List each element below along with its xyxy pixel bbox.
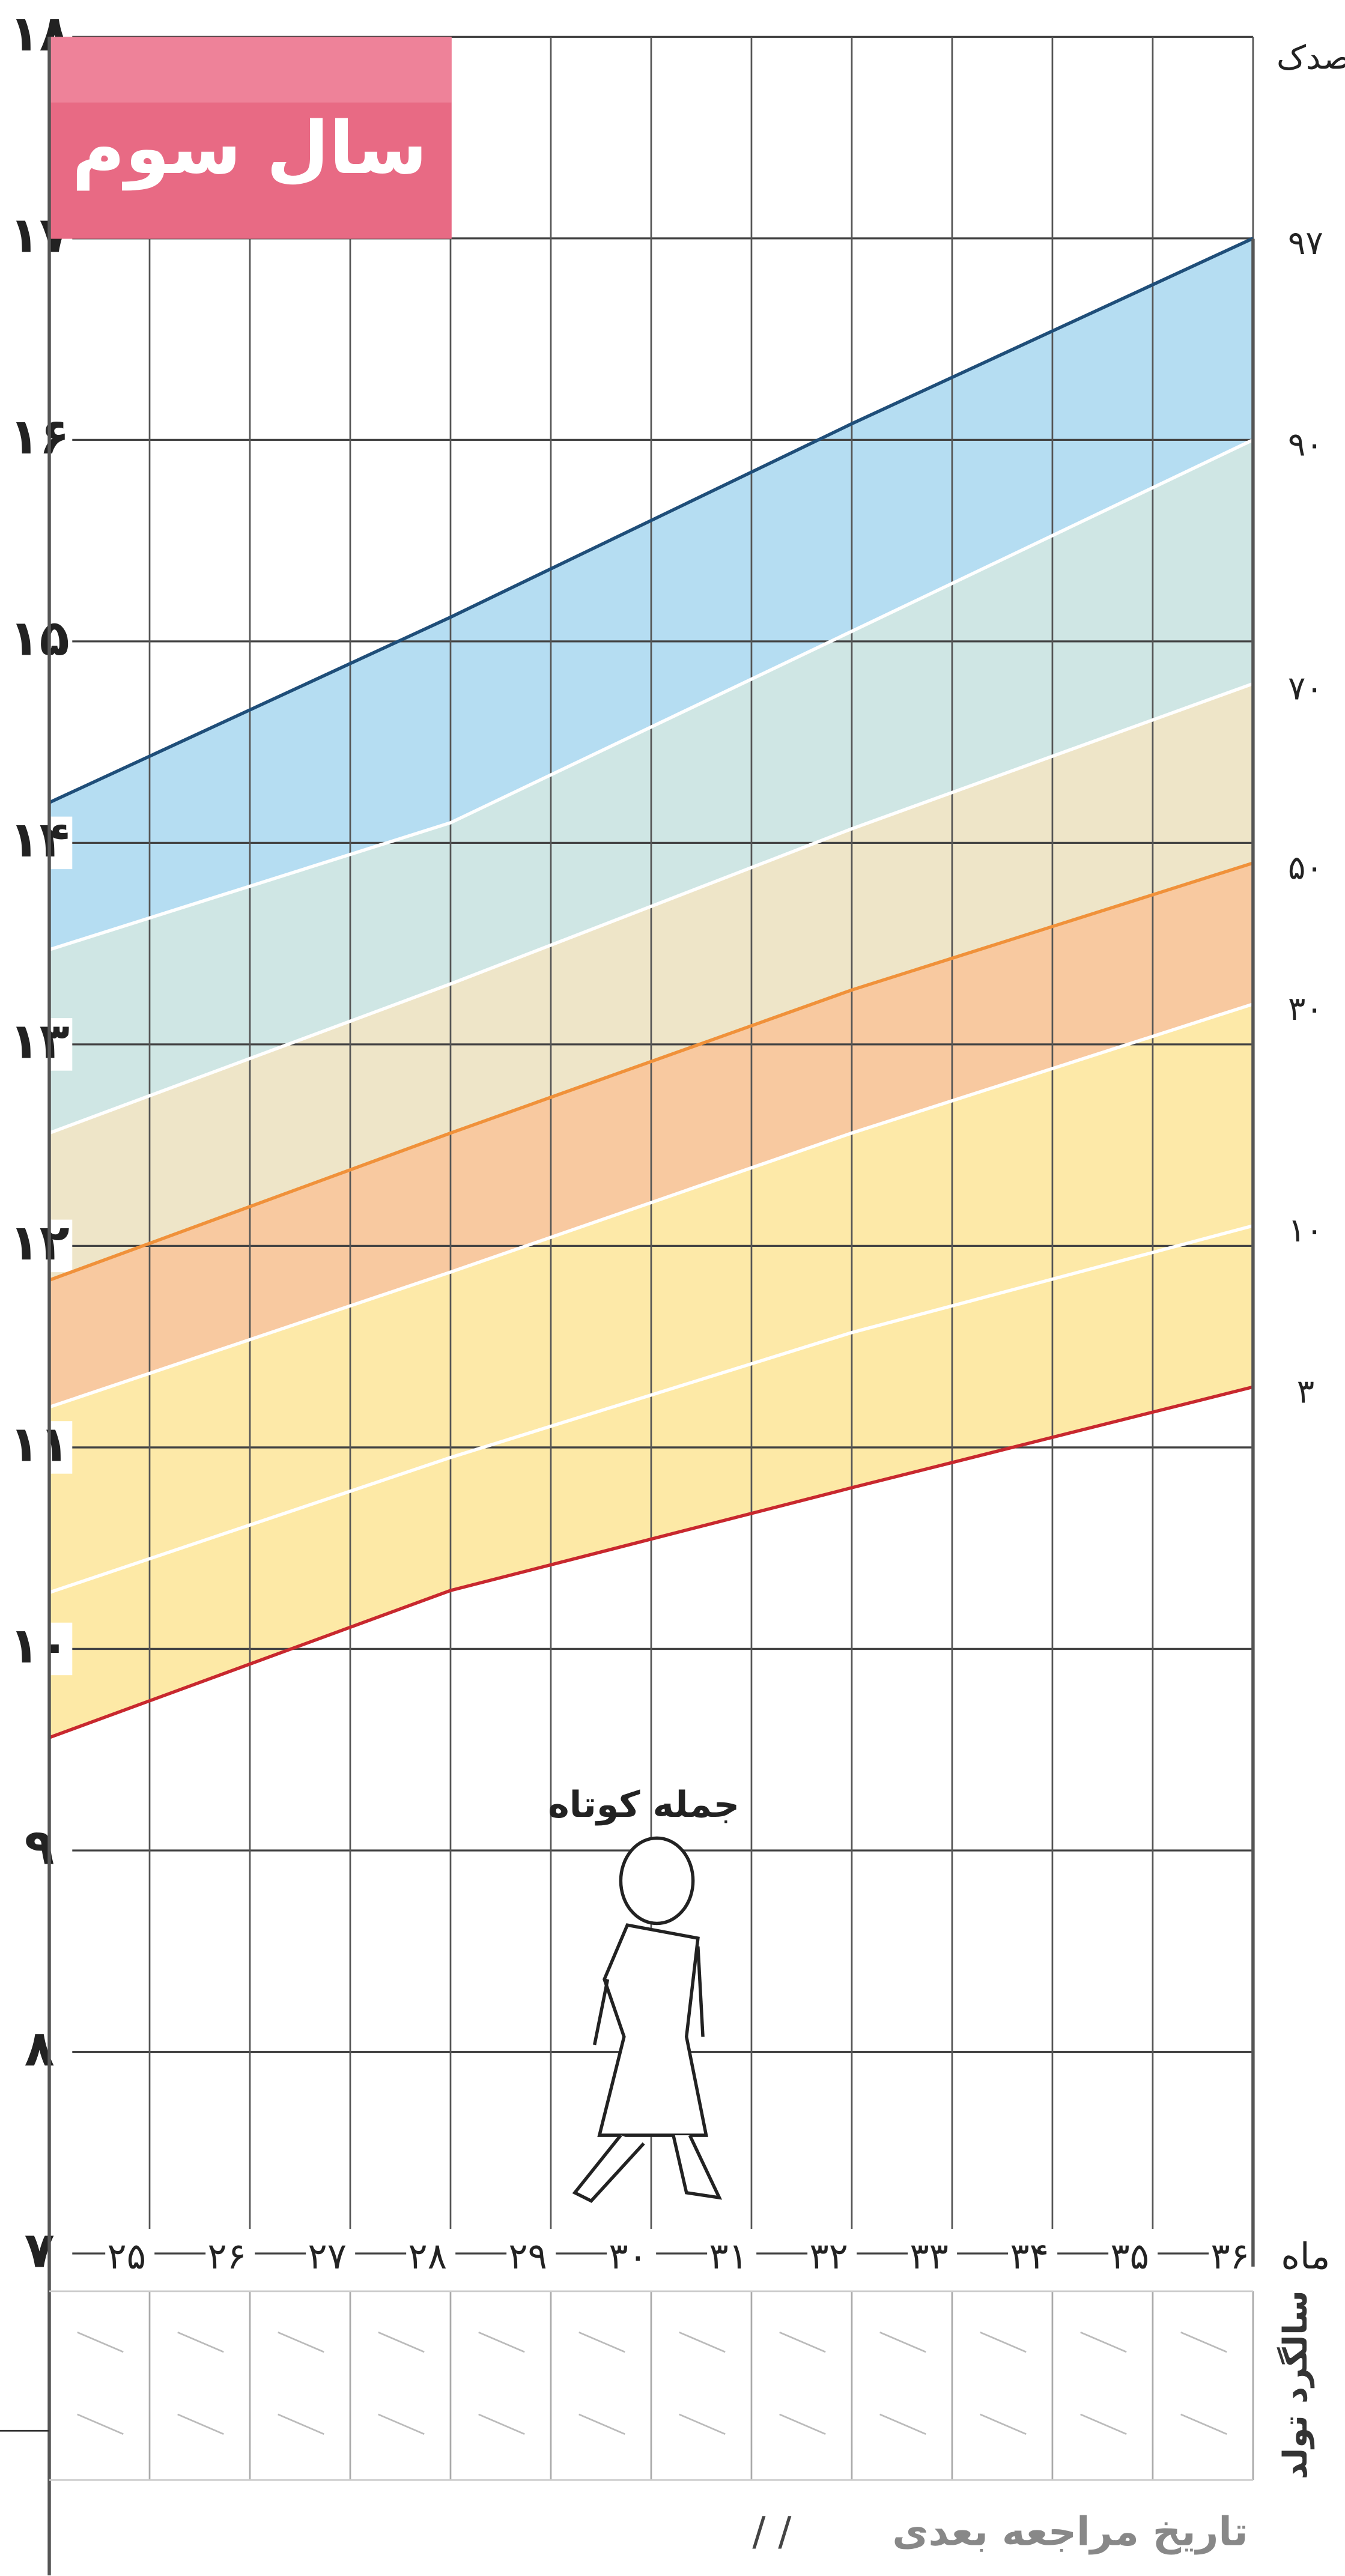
percentile-line [48,237,1254,804]
y-tick-label: ۱۶ [10,408,70,465]
slash [980,2331,1027,2353]
percentile-line [49,438,1254,951]
x-tick-label: ۳۴ [1010,2235,1049,2277]
tick-label-bg [6,2227,73,2280]
tick-label-bg [506,2228,556,2278]
y-tick-label: ۱۱ [10,1416,70,1473]
tick-label-bg [908,2228,958,2278]
slash [879,2413,926,2435]
percentile-line [49,861,1254,1282]
percentile-label: ۳۰ [1288,989,1323,1028]
percentile-line [49,682,1254,1135]
slash [1080,2331,1127,2353]
child-illustration [572,1836,723,2203]
slash [378,2413,425,2435]
percentile-label: ۷۰ [1288,668,1323,707]
y-tick-label: ۱۲ [10,1214,70,1271]
chart-title: سال سوم [72,106,427,191]
x-tick-label: ۳۲ [809,2235,848,2277]
x-tick-label: ۲۷ [308,2235,347,2277]
x-tick-label: ۳۳ [909,2235,949,2277]
slash [779,2413,826,2435]
y-tick-label: ۱۴ [10,811,70,868]
slash [1080,2413,1127,2435]
slash [679,2331,726,2353]
x-tick-label: ۲۸ [408,2235,447,2277]
y-tick-label: ۱۵ [10,610,70,667]
percentile-line [49,1002,1254,1409]
tick-label-bg [607,2228,657,2278]
x-tick-label: ۲۶ [207,2235,246,2277]
tick-label-bg [205,2228,255,2278]
tick-label-bg [1209,2228,1258,2278]
x-tick-label: ۳۱ [709,2235,748,2277]
annotation: جمله کوتاه [548,1784,739,1826]
title-box-shade [49,37,452,103]
tick-label-bg [6,2025,73,2079]
slash [1180,2413,1227,2435]
row-label: سالگرد تولد [1276,2290,1314,2479]
date-slashes: / / [752,2509,792,2555]
x-tick-label: ۲۵ [107,2235,146,2277]
x-tick-label: ۳۵ [1110,2235,1149,2277]
tick-label-bg [6,615,73,668]
percentile-label: ۳ [1297,1372,1314,1410]
legend-title: صدک [1277,38,1345,77]
tick-label-bg [1008,2228,1058,2278]
x-unit-label: ماه [1281,2235,1330,2277]
slash [177,2331,224,2353]
tick-label-bg [6,816,73,870]
slash [779,2331,826,2353]
tick-label-bg [807,2228,857,2278]
slash [278,2413,324,2435]
tick-label-bg [6,1219,73,1273]
slash [478,2413,525,2435]
tick-label-bg [406,2228,456,2278]
tick-label-bg [6,1622,73,1676]
slash [578,2413,625,2435]
slash [1180,2331,1227,2353]
tick-label-bg [1108,2228,1158,2278]
slash [278,2331,324,2353]
tick-label-bg [306,2228,356,2278]
slash [77,2331,124,2353]
tick-label-bg [6,1018,73,1071]
y-tick-label: ۱۳ [10,1013,70,1070]
tick-label-bg [105,2228,155,2278]
percentile-label: ۵۰ [1288,848,1323,886]
percentile-line [49,1385,1254,1739]
percentile-label: ۹۰ [1288,425,1323,463]
tick-label-bg [6,1824,73,1877]
slash [77,2413,124,2435]
y-tick-label: ۱۰ [10,1617,70,1674]
slash [679,2413,726,2435]
tick-label-bg [6,413,73,467]
slash [578,2331,625,2353]
slash [177,2413,224,2435]
slash [478,2331,525,2353]
next-visit-label: تاریخ مراجعه بعدی [892,2509,1248,2555]
x-tick-label: ۲۹ [508,2235,547,2277]
percentile-label: ۹۷ [1288,223,1323,262]
slash [879,2331,926,2353]
percentile-line [49,1224,1254,1595]
tick-label-bg [6,1421,73,1474]
percentile-label: ۱۰ [1288,1211,1323,1249]
slash [378,2331,425,2353]
tick-label-bg [707,2228,757,2278]
x-tick-label: ۳۰ [609,2235,648,2277]
slash [980,2413,1027,2435]
x-tick-label: ۳۶ [1210,2235,1249,2277]
